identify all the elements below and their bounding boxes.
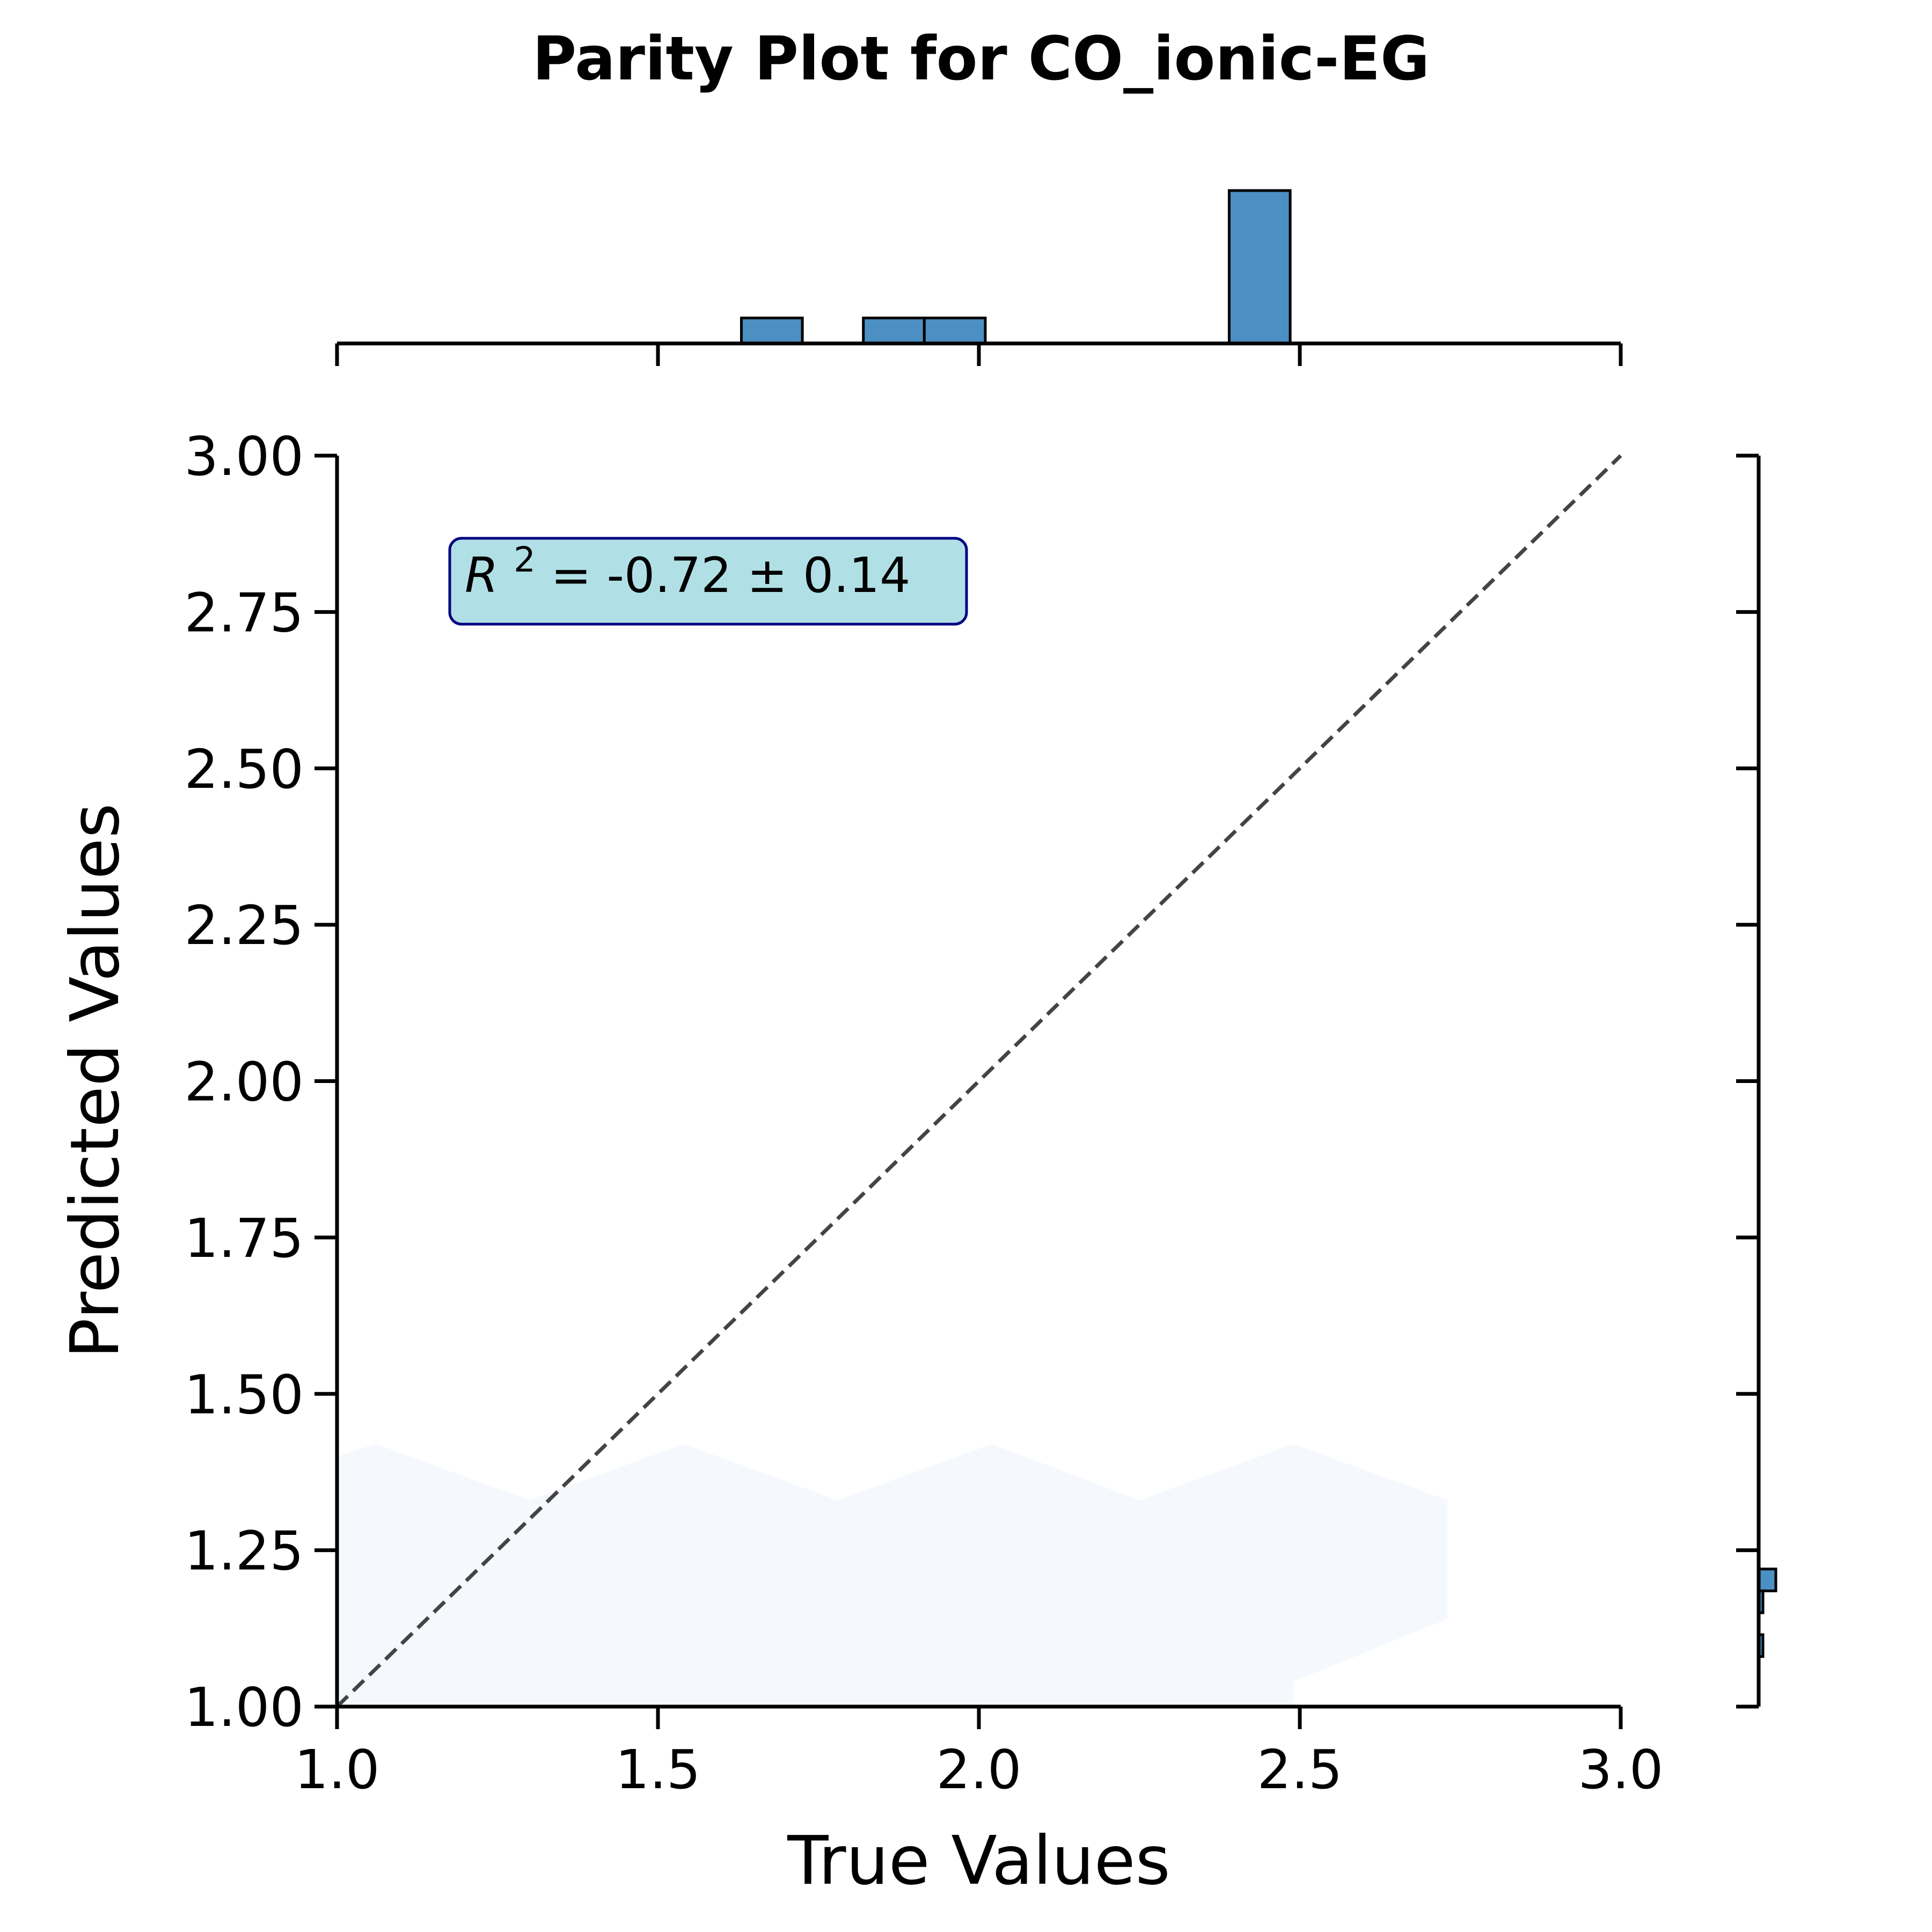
- y-tick-label: 2.50: [184, 738, 304, 801]
- r2-annotation-text: R 2 = -0.72 ± 0.14: [465, 527, 910, 604]
- x-tick-label: 2.0: [936, 1738, 1021, 1801]
- x-tick-label: 3.0: [1578, 1738, 1663, 1801]
- x-axis-label: True Values: [787, 1822, 1170, 1900]
- top-marginal-histogram: [740, 189, 1292, 345]
- main-plot: 1.0 1.5 2.0 2.5 3.0 1.00 1.25 1.50 1.75 2.00 2.25…: [56, 425, 1664, 1900]
- y-tick-label: 1.25: [184, 1520, 304, 1583]
- top-hist-bar: [740, 317, 804, 345]
- y-tick-label: 3.00: [184, 425, 304, 488]
- r2-annotation: R 2 = -0.72 ± 0.14: [448, 527, 968, 626]
- y-tick-label: 2.00: [184, 1051, 304, 1114]
- parity-line: [335, 454, 1622, 1708]
- density-region: [337, 1444, 1448, 1707]
- x-tick-label: 2.5: [1257, 1738, 1342, 1801]
- chart-title: Parity Plot for CO_ionic-EG: [532, 24, 1430, 94]
- x-tick-label: 1.5: [615, 1738, 700, 1801]
- r2-annotation-box: [448, 537, 968, 626]
- x-tick-label: 1.0: [294, 1738, 379, 1801]
- x-axis-ticks: 1.0 1.5 2.0 2.5 3.0: [294, 1707, 1664, 1801]
- r2-value: = -0.72 ± 0.14: [551, 547, 910, 604]
- top-hist-bar: [862, 317, 926, 345]
- top-hist-bar: [1227, 189, 1292, 345]
- right-hist-ticks: [1736, 453, 1759, 1709]
- y-axis-ticks: 1.00 1.25 1.50 1.75 2.00 2.25 2.50 2.75 3.00: [184, 425, 337, 1739]
- r2-symbol: R: [465, 547, 499, 604]
- right-marginal-histogram: [1757, 1568, 1777, 1658]
- y-tick-label: 1.50: [184, 1363, 304, 1426]
- y-axis-label: Predicted Values: [56, 803, 134, 1359]
- y-tick-label: 2.25: [184, 894, 304, 957]
- right-hist-bar: [1757, 1568, 1777, 1592]
- top-hist-bar: [923, 317, 987, 345]
- y-tick-label: 1.75: [184, 1207, 304, 1270]
- y-tick-label: 1.00: [184, 1676, 304, 1739]
- r2-exponent: 2: [514, 540, 536, 580]
- y-tick-label: 2.75: [184, 581, 304, 644]
- top-hist-ticks: [335, 343, 1623, 366]
